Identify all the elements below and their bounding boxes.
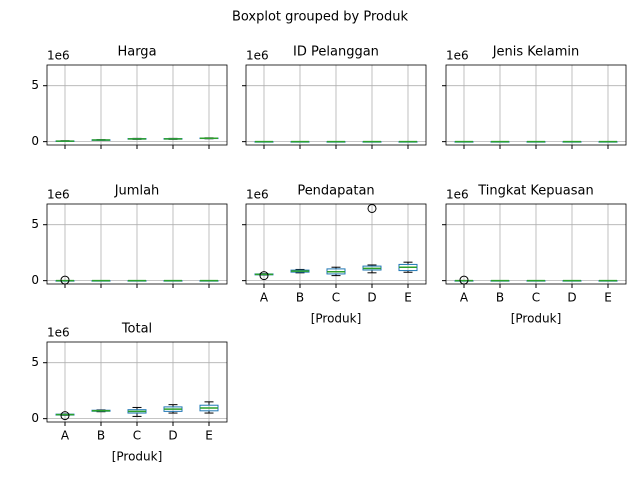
offset-label: 1e6 [246, 188, 269, 202]
subplot-title: ID Pelanggan [293, 45, 379, 60]
offset-label: 1e6 [246, 49, 269, 63]
offset-label: 1e6 [47, 188, 70, 202]
x-axis-label: [Produk] [112, 450, 163, 464]
x-axis-label: [Produk] [511, 312, 562, 326]
x-tick-label: E [604, 291, 612, 305]
x-tick-label: A [61, 429, 70, 443]
x-tick-label: C [133, 429, 141, 443]
axes-frame [445, 64, 627, 146]
figure-title: Boxplot grouped by Produk [232, 10, 409, 25]
x-axis-label: [Produk] [311, 312, 362, 326]
subplot-title: Pendapatan [297, 184, 374, 199]
x-tick-label: C [532, 291, 540, 305]
x-tick-label: D [567, 291, 576, 305]
y-tick-label: 5 [31, 355, 39, 369]
x-tick-label: D [367, 291, 376, 305]
offset-label: 1e6 [47, 326, 70, 340]
subplot-title: Harga [117, 45, 156, 60]
axes-frame [245, 64, 427, 146]
axes-frame [46, 203, 228, 285]
axes-frame [46, 341, 228, 423]
y-tick-label: 5 [31, 78, 39, 92]
x-tick-label: B [296, 291, 304, 305]
offset-label: 1e6 [446, 49, 469, 63]
flier [60, 411, 70, 421]
x-tick-label: B [496, 291, 504, 305]
y-tick-label: 0 [31, 134, 39, 148]
x-tick-label: E [404, 291, 412, 305]
x-tick-label: B [97, 429, 105, 443]
x-tick-label: E [205, 429, 213, 443]
offset-label: 1e6 [446, 188, 469, 202]
x-tick-label: C [332, 291, 340, 305]
axes-frame [245, 203, 427, 285]
axes-frame [445, 203, 627, 285]
x-tick-label: A [260, 291, 269, 305]
axes-frame [46, 64, 228, 146]
x-tick-label: D [168, 429, 177, 443]
subplot-title: Jenis Kelamin [492, 45, 580, 60]
y-tick-label: 0 [31, 273, 39, 287]
subplot-title: Tingkat Kepuasan [477, 184, 593, 199]
y-tick-label: 0 [31, 411, 39, 425]
offset-label: 1e6 [47, 49, 70, 63]
y-tick-label: 5 [31, 217, 39, 231]
subplot-title: Total [121, 322, 152, 337]
x-tick-label: A [460, 291, 469, 305]
flier [259, 271, 269, 281]
subplot-title: Jumlah [114, 184, 160, 199]
flier [367, 203, 377, 213]
